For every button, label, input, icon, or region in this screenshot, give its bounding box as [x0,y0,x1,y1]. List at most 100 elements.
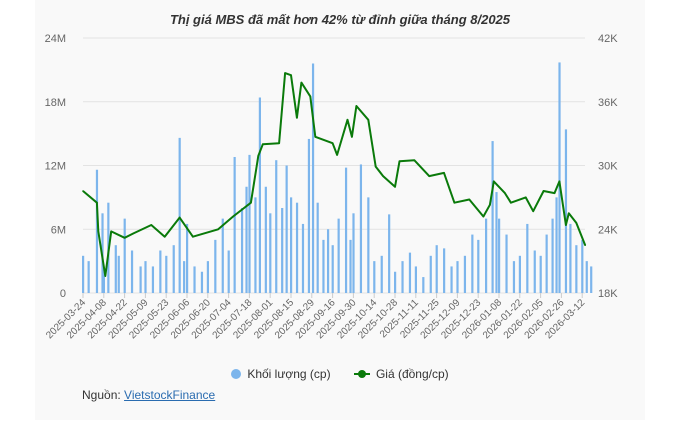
chart-title: Thị giá MBS đã mất hơn 42% từ đỉnh giữa … [169,12,511,27]
price-point [413,159,416,161]
source-link[interactable]: VietstockFinance [124,388,216,402]
y-left-tick-label: 6M [51,224,66,236]
volume-bar [564,129,568,293]
price-point [584,244,586,246]
volume-bar [151,266,155,293]
volume-bar [123,218,126,293]
volume-bar [139,266,142,293]
volume-bar [422,277,425,293]
price-point [192,235,194,238]
volume-bar [526,223,529,293]
price-point [542,190,545,192]
volume-bar [373,261,376,293]
price-point [351,136,353,138]
price-point [482,215,485,218]
volume-bar [233,157,236,293]
volume-bar [558,62,561,293]
legend: Khối lượng (cp) Giá (đồng/cp) [0,367,680,382]
volume-bar [214,239,217,293]
volume-bar [254,197,257,293]
price-point [284,72,286,74]
price-point [314,136,317,138]
volume-bar [258,97,261,293]
volume-bar [533,250,536,293]
price-point [443,172,445,174]
price-point [97,230,100,233]
source-label: Nguồn: [82,388,121,402]
price-point [309,95,312,98]
price-point [278,142,280,144]
price-point [296,116,298,119]
price-point [300,81,303,84]
volume-bar [539,255,542,293]
legend-label-volume: Khối lượng (cp) [247,367,331,381]
volume-bar [87,261,90,293]
legend-item-price[interactable]: Giá (đồng/cp) [353,367,449,381]
volume-bar [388,214,391,293]
volume-bar [344,167,348,293]
volume-bar [130,250,134,293]
volume-bar [555,197,558,293]
legend-item-volume[interactable]: Khối lượng (cp) [231,367,331,381]
volume-bar [414,266,417,293]
volume-marker-icon [231,369,242,379]
price-point [532,210,534,212]
volume-bar [575,245,578,293]
volume-bar [221,218,224,293]
volume-bar [491,141,494,293]
volume-bar [165,255,168,293]
volume-bar [307,138,311,293]
volume-bar [102,271,105,293]
volume-bar [590,266,593,293]
volume-bar [264,186,267,293]
price-point [346,119,349,121]
y-right-tick-label: 42K [598,33,618,45]
volume-bar [471,234,474,293]
volume-bar [269,213,272,293]
price-point [510,201,512,204]
volume-bar [349,239,352,293]
volume-bar [585,261,588,293]
volume-bar [512,261,516,293]
volume-bar [240,208,244,293]
price-point [553,192,556,194]
volume-bar [159,250,162,293]
volume-bar [281,208,284,293]
volume-bar [290,197,293,293]
y-right-tick-label: 18K [598,288,618,300]
volume-bar [394,271,397,293]
volume-bar [172,245,175,293]
price-point [453,201,456,204]
price-point [568,212,570,215]
price-point [575,222,578,224]
price-point [565,224,567,226]
volume-bar [551,218,554,293]
y-left-tick-label: 0 [60,288,66,300]
volume-bar [477,239,480,293]
price-point [150,224,153,226]
price-point [504,192,506,194]
volume-bar [200,271,204,293]
chart-panel [35,0,645,420]
price-point [257,155,260,157]
volume-bar [498,218,501,293]
price-point [104,275,107,277]
volume-bar [186,223,189,293]
volume-bar [193,266,196,293]
price-point [382,175,384,177]
price-line [82,72,587,277]
y-right-tick-label: 30K [598,161,618,173]
volume-bar [443,248,446,293]
volume-bar [227,250,230,293]
volume-bar [331,245,334,293]
volume-bar [248,154,251,293]
volume-bar [311,63,315,293]
volume-bar [285,165,288,293]
source-credit: Nguồn: VietstockFinance [82,388,215,402]
volume-bar [316,202,319,293]
price-point [96,201,98,204]
volume-bar [380,255,383,293]
volume-bar [505,234,508,293]
volume-bar [295,202,299,293]
